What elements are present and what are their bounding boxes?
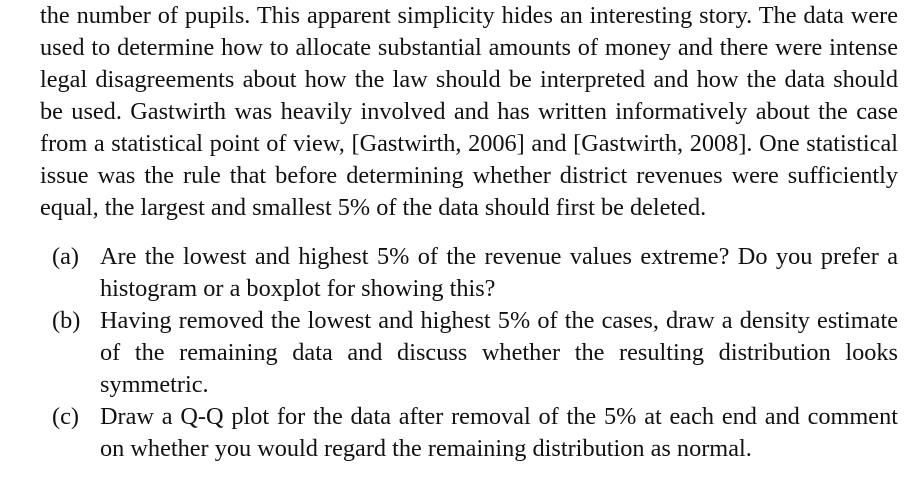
- exercise-label: (c): [52, 403, 79, 430]
- exercise-item-b: (b) Having removed the lowest and highes…: [40, 305, 898, 401]
- exercise-text: Are the lowest and highest 5% of the rev…: [100, 243, 898, 302]
- exercise-text: Draw a Q-Q plot for the data after remov…: [100, 403, 898, 462]
- exercise-label: (a): [52, 243, 79, 270]
- body-paragraph: the number of pupils. This apparent simp…: [40, 2, 898, 221]
- exercise-list: (a) Are the lowest and highest 5% of the…: [40, 241, 898, 465]
- exercise-item-a: (a) Are the lowest and highest 5% of the…: [40, 241, 898, 305]
- exercise-text: Having removed the lowest and highest 5%…: [100, 307, 898, 398]
- document-page: the number of pupils. This apparent simp…: [40, 0, 898, 465]
- exercise-item-c: (c) Draw a Q-Q plot for the data after r…: [40, 401, 898, 465]
- exercise-label: (b): [52, 307, 81, 334]
